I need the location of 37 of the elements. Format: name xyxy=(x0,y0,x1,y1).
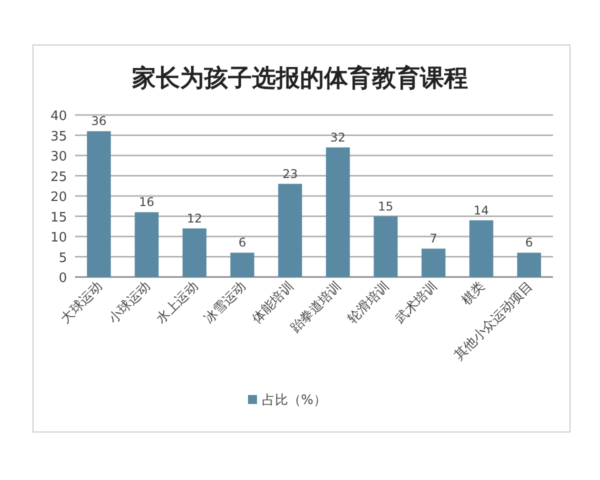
chart-title: 家长为孩子选报的体育教育课程 xyxy=(131,64,468,92)
bar xyxy=(134,212,159,277)
data-label: 12 xyxy=(186,211,202,226)
data-label: 7 xyxy=(430,232,438,246)
bar xyxy=(86,131,111,277)
bar xyxy=(326,147,350,277)
bar xyxy=(230,252,254,277)
y-tick-label: 10 xyxy=(50,230,67,246)
bar xyxy=(182,228,206,277)
y-tick-label: 15 xyxy=(50,210,67,226)
data-label: 6 xyxy=(238,236,246,250)
y-tick-label: 20 xyxy=(50,190,67,205)
bar xyxy=(469,220,494,277)
x-tick-label: 小球运动 xyxy=(106,279,154,327)
x-tick-label: 轮滑培训 xyxy=(345,279,393,327)
y-tick-label: 30 xyxy=(50,150,67,164)
bar xyxy=(278,184,302,277)
x-tick-label: 水上运动 xyxy=(154,279,202,327)
y-tick-label: 5 xyxy=(58,250,67,266)
data-label: 36 xyxy=(91,114,107,128)
data-label: 32 xyxy=(330,130,346,144)
data-label: 14 xyxy=(474,203,489,218)
x-tick-label: 冰雪运动 xyxy=(202,279,250,327)
data-label: 16 xyxy=(139,195,154,210)
data-label: 23 xyxy=(282,166,298,181)
legend-label: 占比（%） xyxy=(262,393,326,408)
data-label: 6 xyxy=(525,236,533,250)
bar xyxy=(517,252,542,277)
y-tick-label: 25 xyxy=(50,170,67,185)
y-tick-label: 40 xyxy=(50,109,67,124)
y-tick-label: 35 xyxy=(50,129,67,144)
y-tick-label: 0 xyxy=(58,271,67,286)
x-tick-label: 棋类 xyxy=(459,279,488,308)
bar xyxy=(374,216,398,277)
data-label: 15 xyxy=(378,199,394,214)
bar xyxy=(422,248,446,277)
x-tick-label: 武术培训 xyxy=(392,279,440,327)
